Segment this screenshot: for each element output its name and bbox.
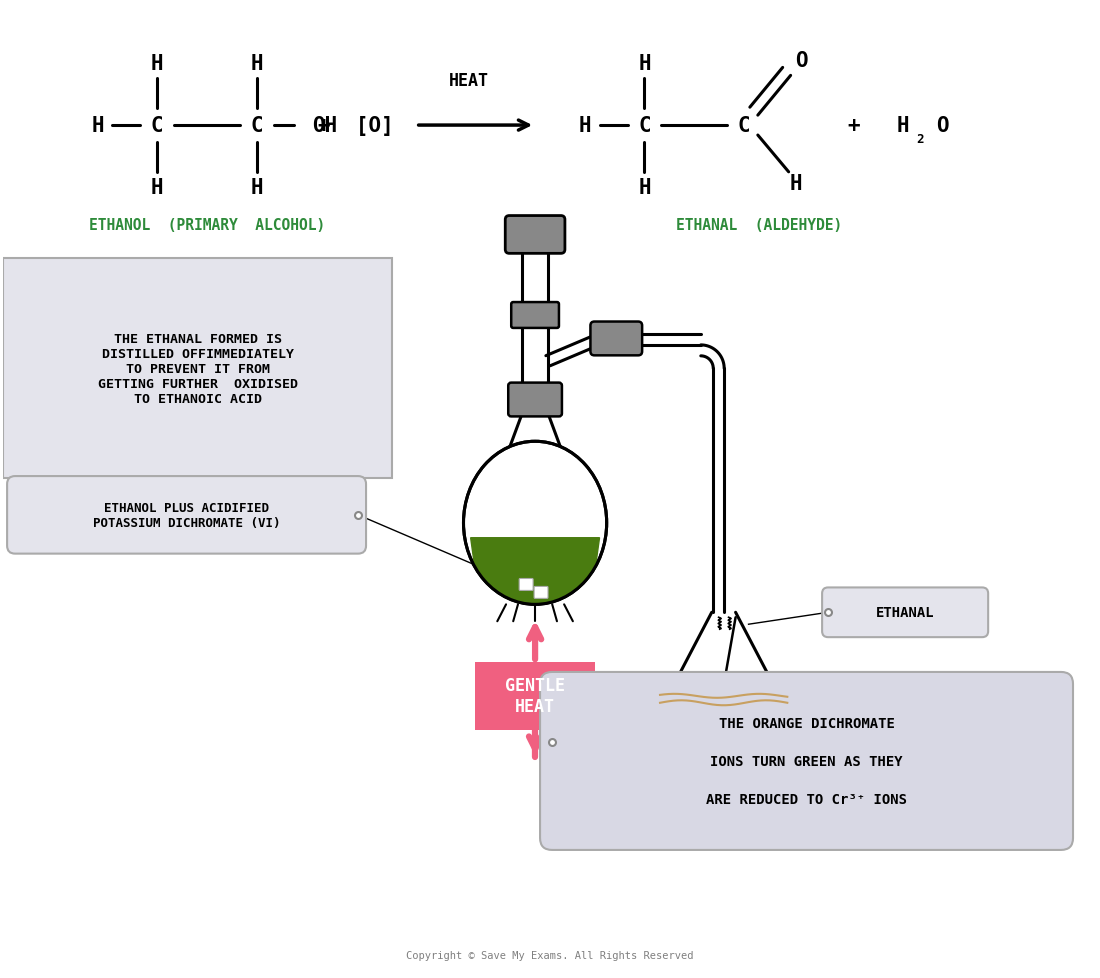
Text: ETHANAL: ETHANAL	[876, 605, 934, 620]
Text: OH: OH	[311, 116, 337, 136]
Text: Copyright © Save My Exams. All Rights Reserved: Copyright © Save My Exams. All Rights Re…	[406, 951, 694, 960]
Text: 2: 2	[916, 133, 924, 147]
Text: C: C	[151, 116, 164, 136]
Text: H: H	[579, 116, 591, 136]
Text: ETHANAL  (ALDEHYDE): ETHANAL (ALDEHYDE)	[675, 218, 842, 233]
FancyBboxPatch shape	[475, 662, 595, 730]
FancyBboxPatch shape	[519, 579, 534, 591]
Text: +  [O]: + [O]	[318, 116, 394, 136]
Text: H: H	[91, 116, 103, 136]
Text: H: H	[790, 173, 802, 194]
FancyBboxPatch shape	[505, 216, 565, 254]
Text: C: C	[738, 116, 750, 136]
Text: HEAT: HEAT	[449, 72, 488, 90]
Text: IONS TURN GREEN AS THEY: IONS TURN GREEN AS THEY	[711, 754, 903, 768]
Text: H: H	[151, 55, 164, 74]
Text: THE ETHANAL FORMED IS
DISTILLED OFFIMMEDIATELY
TO PREVENT IT FROM
GETTING FURTHE: THE ETHANAL FORMED IS DISTILLED OFFIMMED…	[98, 333, 297, 405]
FancyBboxPatch shape	[512, 303, 559, 329]
Text: C: C	[251, 116, 263, 136]
Ellipse shape	[463, 442, 607, 604]
Text: H: H	[896, 116, 910, 136]
FancyBboxPatch shape	[3, 259, 392, 478]
Text: H: H	[251, 55, 263, 74]
Text: C: C	[638, 116, 651, 136]
Polygon shape	[471, 538, 600, 604]
Text: H: H	[151, 178, 164, 198]
FancyBboxPatch shape	[540, 672, 1072, 850]
Text: GENTLE
HEAT: GENTLE HEAT	[505, 677, 565, 716]
FancyBboxPatch shape	[535, 587, 548, 599]
FancyBboxPatch shape	[822, 588, 988, 638]
Text: +: +	[847, 116, 859, 136]
Text: H: H	[638, 178, 651, 198]
FancyBboxPatch shape	[591, 322, 642, 356]
Text: H: H	[251, 178, 263, 198]
FancyBboxPatch shape	[7, 476, 366, 555]
Text: ARE REDUCED TO Cr³⁺ IONS: ARE REDUCED TO Cr³⁺ IONS	[706, 792, 908, 806]
FancyBboxPatch shape	[508, 383, 562, 417]
Text: ETHANOL PLUS ACIDIFIED
POTASSIUM DICHROMATE (VI): ETHANOL PLUS ACIDIFIED POTASSIUM DICHROM…	[92, 502, 280, 529]
Text: O: O	[936, 116, 949, 136]
Text: THE ORANGE DICHROMATE: THE ORANGE DICHROMATE	[718, 717, 894, 731]
Text: ETHANOL  (PRIMARY  ALCOHOL): ETHANOL (PRIMARY ALCOHOL)	[89, 218, 326, 233]
Text: O: O	[795, 52, 807, 71]
Text: H: H	[638, 55, 651, 74]
